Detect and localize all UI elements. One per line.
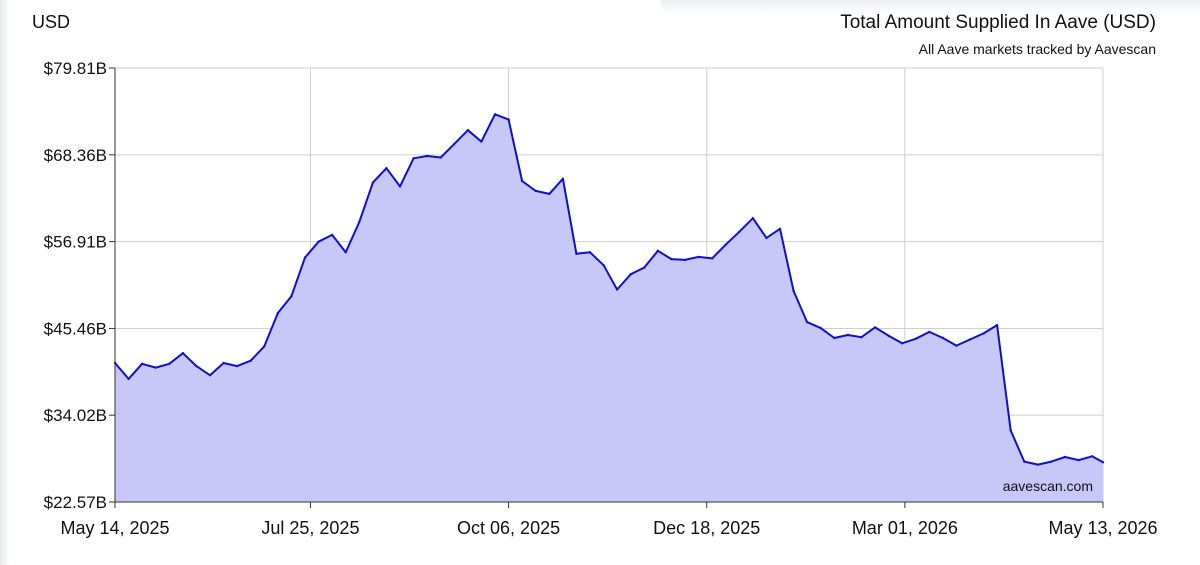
y-tick-label: $22.57B <box>44 493 107 512</box>
data-point <box>317 240 320 243</box>
data-point <box>276 311 280 315</box>
data-point <box>629 273 632 276</box>
data-point <box>670 257 673 261</box>
data-point <box>548 192 551 196</box>
data-point <box>371 181 375 184</box>
x-tick-label: Jul 25, 2025 <box>261 518 359 538</box>
data-point <box>588 251 592 254</box>
data-point <box>385 167 388 170</box>
data-point <box>493 113 497 116</box>
x-tick-label: May 14, 2025 <box>60 518 169 538</box>
data-point <box>534 189 537 193</box>
top-shadow <box>660 0 1200 14</box>
data-point <box>195 364 198 368</box>
data-point <box>263 345 266 348</box>
x-tick-labels: May 14, 2025 Jul 25, 2025 Oct 06, 2025 Dec … <box>60 518 1157 538</box>
data-point <box>697 255 700 259</box>
data-point <box>303 256 307 259</box>
y-tick-label: $34.02B <box>44 406 107 425</box>
data-point <box>955 344 958 347</box>
data-point <box>1009 429 1012 432</box>
data-point <box>1036 463 1040 466</box>
data-point <box>860 336 863 339</box>
data-point <box>738 230 741 233</box>
data-point <box>656 249 660 252</box>
series-line <box>114 113 1104 466</box>
data-point <box>819 326 822 330</box>
data-point <box>480 140 483 143</box>
data-point <box>765 236 768 240</box>
y-tick-label: $45.46B <box>44 319 107 338</box>
data-point <box>358 220 361 224</box>
data-point <box>751 217 755 220</box>
data-points <box>113 113 1105 466</box>
x-tick-label: Dec 18, 2025 <box>653 518 760 538</box>
data-point <box>873 326 877 329</box>
data-point <box>154 366 157 369</box>
data-point <box>792 289 795 293</box>
axes <box>109 67 1104 508</box>
data-point <box>1101 461 1105 464</box>
data-point <box>127 377 130 381</box>
data-point <box>439 156 442 159</box>
data-point <box>995 323 999 327</box>
data-point <box>710 257 714 260</box>
data-point <box>602 264 605 267</box>
data-point <box>181 352 185 355</box>
data-point <box>561 177 565 180</box>
data-point <box>168 362 171 365</box>
data-point <box>928 330 931 334</box>
chart-subtitle: All Aave markets tracked by Aavescan <box>918 41 1156 57</box>
data-point <box>846 333 850 337</box>
y-tick-label: $79.81B <box>44 59 107 78</box>
data-point <box>1077 458 1080 462</box>
x-tick-label: Mar 01, 2026 <box>852 518 958 538</box>
data-point <box>1063 455 1067 459</box>
data-point <box>208 374 212 377</box>
data-point <box>887 334 890 337</box>
data-point <box>412 157 415 160</box>
data-point <box>1050 460 1053 463</box>
data-point <box>982 332 985 335</box>
data-point <box>398 185 402 188</box>
data-point <box>520 179 524 183</box>
data-point <box>575 252 578 255</box>
data-point <box>453 142 456 146</box>
y-tick-labels: $79.81B $68.36B $56.91B $45.46B $34.02B $22.5… <box>44 59 107 512</box>
chart-title: Total Amount Supplied In Aave (USD) <box>840 12 1156 33</box>
data-point <box>1090 455 1094 458</box>
data-point <box>249 359 252 362</box>
data-point <box>425 154 429 158</box>
data-point <box>778 227 782 230</box>
data-point <box>724 243 727 246</box>
data-point <box>833 336 836 340</box>
data-point <box>805 320 809 324</box>
x-tick-label: May 13, 2026 <box>1048 518 1157 538</box>
data-point <box>643 266 646 269</box>
data-point <box>941 336 945 340</box>
y-tick-label: $68.36B <box>44 146 107 165</box>
data-point <box>968 338 972 341</box>
data-point <box>683 258 687 262</box>
y-unit-label: USD <box>32 12 71 32</box>
data-point <box>140 362 144 365</box>
y-tick-label: $56.91B <box>44 233 107 252</box>
data-point <box>344 251 347 254</box>
data-point <box>466 129 470 132</box>
data-point <box>290 295 293 298</box>
data-point <box>330 233 334 237</box>
data-point <box>900 342 904 345</box>
x-tick-label: Oct 06, 2025 <box>457 518 560 538</box>
data-point <box>235 364 239 368</box>
data-point <box>615 288 619 291</box>
data-point <box>113 361 117 365</box>
area-fill <box>115 114 1103 503</box>
data-point <box>1023 460 1026 463</box>
left-edge-shade <box>0 0 10 565</box>
watermark: aavescan.com <box>1003 478 1093 494</box>
data-point <box>914 337 917 340</box>
data-point <box>507 118 510 121</box>
data-point <box>222 361 225 365</box>
